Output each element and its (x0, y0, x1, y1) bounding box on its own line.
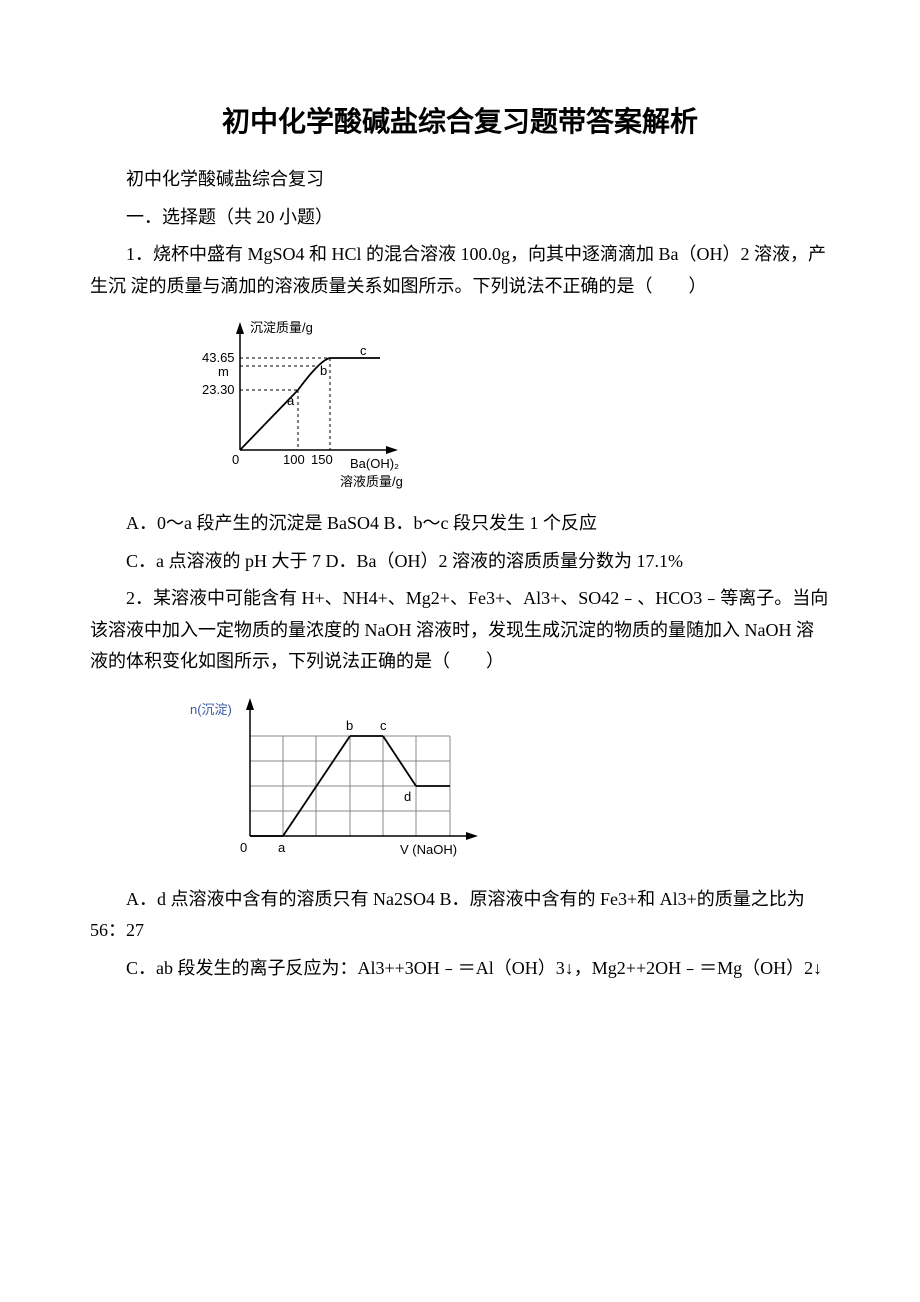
chart2-axes (246, 698, 478, 840)
chart2-pt-a: a (278, 840, 286, 855)
chart2-pt-b: b (346, 718, 353, 733)
section-heading: 一．选择题（共 20 小题） (90, 202, 830, 234)
q2-figure: n(沉淀) 0 a b c d V (NaOH) (180, 686, 830, 876)
chart1-curve (240, 358, 380, 450)
chart1-ylabel: 沉淀质量/g (250, 320, 313, 335)
q2-stem: 2．某溶液中可能含有 H+、NH4+、Mg2+、Fe3+、Al3+、SO42﹣、… (90, 583, 830, 678)
chart1-pt-c: c (360, 343, 367, 358)
chart1-xlabel-2: 溶液质量/g (340, 474, 403, 489)
chart1-ytick-top: 43.65 (202, 350, 235, 365)
subtitle: 初中化学酸碱盐综合复习 (90, 164, 830, 196)
chart1-pt-b: b (320, 363, 327, 378)
q1-opt-ab: A．0～a 段产生的沉淀是 BaSO4 B．b～c 段只发生 1 个反应 (90, 508, 830, 540)
q2-opt-ab: A．d 点溶液中含有的溶质只有 Na2SO4 B．原溶液中含有的 Fe3+和 A… (90, 884, 830, 947)
chart1-pt-a: a (287, 393, 295, 408)
q1-figure: 沉淀质量/g 43.65 m 23.30 0 100 150 Ba(OH)₂ 溶… (180, 310, 830, 500)
chart1-axes (236, 322, 398, 454)
chart2-labels: n(沉淀) 0 a b c d V (NaOH) (190, 702, 457, 857)
chart1-xtick-1: 100 (283, 452, 305, 467)
chart2-ylabel: n(沉淀) (190, 702, 232, 717)
chart1-xlabel-1: Ba(OH)₂ (350, 456, 399, 471)
chart1-labels: 沉淀质量/g 43.65 m 23.30 0 100 150 Ba(OH)₂ 溶… (202, 320, 403, 489)
q2-opt-cd: C．ab 段发生的离子反应为：Al3++3OH﹣＝Al（OH）3↓，Mg2++2… (90, 953, 830, 985)
chart1-ytick-mid: 23.30 (202, 382, 235, 397)
chart1-xtick-2: 150 (311, 452, 333, 467)
page-title: 初中化学酸碱盐综合复习题带答案解析 (90, 100, 830, 140)
q1-opt-cd: C．a 点溶液的 pH 大于 7 D．Ba（OH）2 溶液的溶质质量分数为 17… (90, 546, 830, 578)
chart1-origin: 0 (232, 452, 239, 467)
chart2-pt-c: c (380, 718, 387, 733)
q1-stem: 1．烧杯中盛有 MgSO4 和 HCl 的混合溶液 100.0g，向其中逐滴滴加… (90, 239, 830, 302)
chart2-origin: 0 (240, 840, 247, 855)
chart2-pt-d: d (404, 789, 411, 804)
chart2-xlabel: V (NaOH) (400, 842, 457, 857)
chart1-ytick-m: m (218, 364, 229, 379)
